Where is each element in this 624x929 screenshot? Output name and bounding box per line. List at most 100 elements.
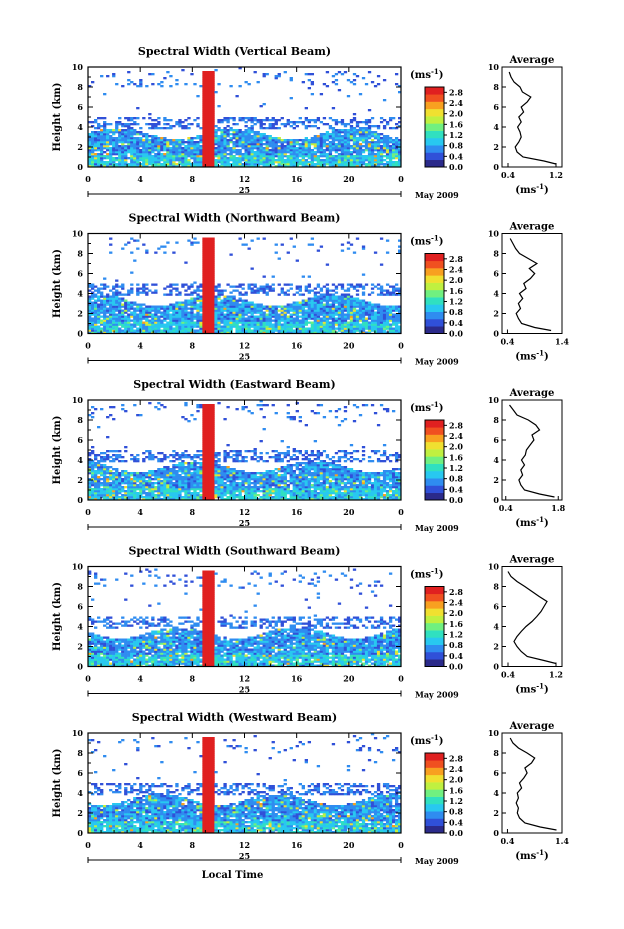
heatmap-cell	[94, 321, 98, 324]
heatmap-cell	[394, 327, 399, 330]
heatmap-cell	[169, 321, 173, 324]
heatmap-cell	[226, 143, 230, 146]
heatmap-cell	[139, 137, 143, 140]
heatmap-cell	[190, 309, 194, 312]
heatmap-cell	[226, 311, 230, 314]
heatmap-cell	[112, 159, 116, 162]
heatmap-cell	[202, 107, 206, 110]
heatmap-cell	[283, 125, 287, 128]
heatmap-cell	[205, 273, 209, 276]
heatmap-cell	[340, 305, 345, 308]
heatmap-cell	[391, 117, 396, 120]
heatmap-cell	[310, 299, 315, 302]
heatmap-cell	[160, 319, 164, 322]
heatmap-cell	[316, 313, 321, 316]
heatmap-cell	[322, 159, 327, 162]
heatmap-cell	[337, 319, 342, 322]
heatmap-cell	[175, 143, 179, 146]
heatmap-cell	[166, 161, 170, 164]
heatmap-cell	[121, 488, 125, 491]
heatmap-cell	[151, 484, 155, 487]
heatmap-cell	[376, 305, 381, 308]
month-label: May 2009	[415, 190, 459, 200]
heatmap-cell	[103, 131, 107, 134]
heatmap-cell	[292, 153, 296, 156]
heatmap-cell	[103, 125, 107, 128]
heatmap-cell	[166, 488, 170, 491]
heatmap-cell	[199, 315, 203, 318]
heatmap-cell	[115, 143, 119, 146]
heatmap-cell	[208, 271, 212, 274]
heatmap-cell	[355, 145, 360, 148]
heatmap-cell	[310, 119, 315, 122]
heatmap-cell	[148, 145, 152, 148]
heatmap-cell	[253, 133, 257, 136]
heatmap-cell	[268, 149, 272, 152]
heatmap-cell	[157, 460, 161, 463]
heatmap-cell	[349, 305, 354, 308]
heatmap-cell	[178, 325, 182, 328]
heatmap-cell	[88, 143, 92, 146]
heatmap-cell	[109, 147, 113, 150]
heatmap-cell	[121, 161, 125, 164]
heatmap-cell	[358, 121, 363, 124]
heatmap-cell	[232, 285, 236, 288]
heatmap-cell	[313, 119, 318, 122]
heatmap-cell	[166, 119, 170, 122]
heatmap-cell	[208, 315, 212, 318]
heatmap-cell	[112, 478, 116, 481]
heatmap-cell	[286, 151, 290, 154]
heatmap-cell	[109, 237, 113, 240]
heatmap-cell	[268, 153, 272, 156]
heatmap-cell	[337, 139, 342, 142]
heatmap-cell	[109, 151, 113, 154]
heatmap-cell	[208, 275, 212, 278]
heatmap-cell	[172, 307, 176, 310]
heatmap-cell	[97, 145, 101, 148]
heatmap-cell	[118, 496, 122, 499]
heatmap-cell	[184, 283, 188, 286]
heatmap-cell	[298, 321, 302, 324]
heatmap-cell	[364, 301, 369, 304]
heatmap-cell	[367, 301, 372, 304]
average-frame	[501, 66, 563, 168]
heatmap-cell	[124, 317, 128, 320]
heatmap-cell	[295, 287, 299, 290]
heatmap-cell	[244, 155, 248, 158]
heatmap-cell	[205, 121, 209, 124]
heatmap-cell	[139, 311, 143, 314]
heatmap-cell	[304, 147, 308, 150]
heatmap-cell	[292, 301, 296, 304]
heatmap-cell	[121, 145, 125, 148]
heatmap-cell	[208, 241, 212, 244]
heatmap-cell	[355, 137, 360, 140]
heatmap-cell	[322, 137, 327, 140]
heatmap-cell	[202, 293, 206, 296]
heatmap-cell	[367, 303, 372, 306]
heatmap-cell	[109, 329, 113, 332]
average-y-tick-label: 8	[493, 249, 499, 259]
heatmap-cell	[148, 450, 152, 453]
heatmap-cell	[196, 325, 200, 328]
heatmap-cell	[265, 73, 269, 76]
heatmap-cell	[217, 329, 221, 332]
heatmap-cell	[214, 303, 218, 306]
heatmap-cell	[307, 285, 312, 288]
heatmap-cell	[106, 498, 110, 501]
heatmap-cell	[301, 313, 305, 316]
heatmap-cell	[97, 488, 101, 491]
heatmap-cell	[106, 145, 110, 148]
heatmap-cell	[121, 490, 125, 493]
heatmap-cell	[262, 157, 266, 160]
heatmap-cell	[397, 163, 402, 166]
heatmap-cell	[367, 323, 372, 326]
heatmap-cell	[109, 460, 113, 463]
heatmap-cell	[172, 125, 176, 128]
heatmap-cell	[226, 161, 230, 164]
heatmap-cell	[262, 323, 266, 326]
heatmap-cell	[250, 149, 254, 152]
heatmap-cell	[238, 155, 242, 158]
heatmap-cell	[112, 143, 116, 146]
heatmap-cell	[133, 131, 137, 134]
heatmap-cell	[169, 319, 173, 322]
